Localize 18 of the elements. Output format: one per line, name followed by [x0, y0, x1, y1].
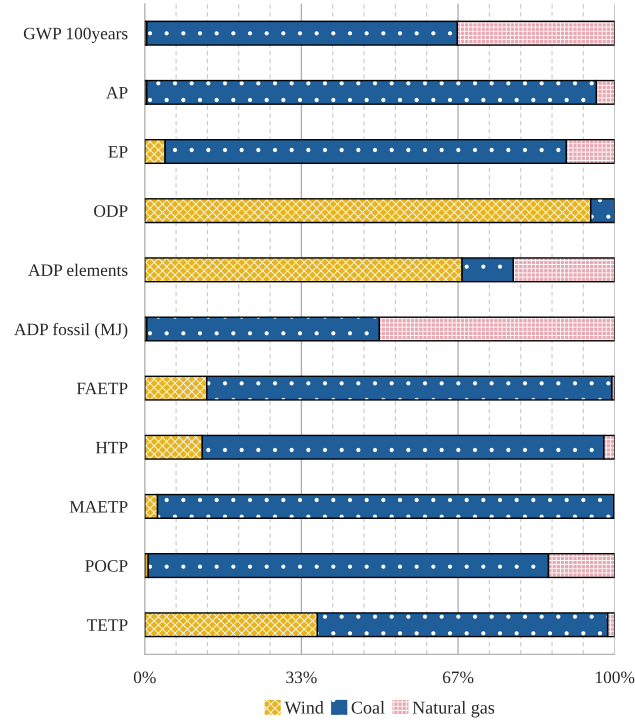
- y-tick-label: ODP: [94, 205, 128, 217]
- y-tick-label: FAETP: [76, 382, 128, 394]
- y-tick-label: GWP 100years: [24, 28, 128, 43]
- y-tick-label: ADP elements: [28, 264, 128, 276]
- y-tick-label: ADP fossil (MJ): [14, 322, 128, 339]
- legend-label: Coal: [352, 701, 385, 714]
- x-tick-label: 67%: [442, 671, 474, 684]
- x-tick-label: 0%: [134, 671, 156, 684]
- legend-label: Natural gas: [412, 701, 494, 718]
- y-tick-label: POCP: [85, 560, 128, 572]
- legend-label: Wind: [284, 701, 324, 714]
- x-tick-label: 33%: [286, 671, 317, 684]
- y-tick-label: HTP: [96, 442, 128, 454]
- y-tick-label: TETP: [86, 619, 128, 631]
- y-tick-label: AP: [106, 86, 128, 98]
- y-tick-label: MAETP: [70, 500, 128, 512]
- y-tick-label: EP: [108, 146, 128, 158]
- x-tick-label: 100%: [596, 671, 634, 684]
